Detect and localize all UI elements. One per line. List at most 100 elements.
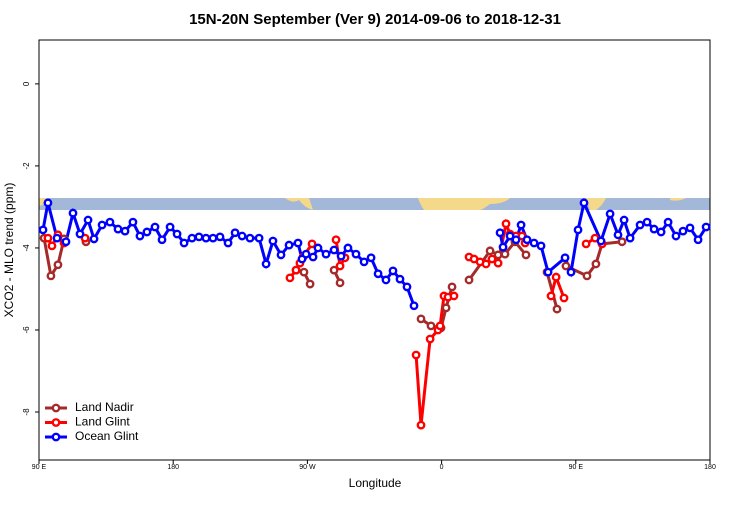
data-point [485, 246, 495, 256]
data-point [68, 208, 78, 218]
data-point [230, 228, 240, 238]
data-point [61, 237, 71, 247]
data-point [395, 274, 405, 284]
x-axis-label: Longitude [349, 476, 402, 490]
data-point [208, 233, 218, 243]
land [285, 198, 313, 210]
data-point [329, 265, 339, 275]
data-point [268, 236, 278, 246]
data-point [113, 224, 123, 234]
data-point [237, 231, 247, 241]
data-point [165, 222, 175, 232]
data-point [261, 259, 271, 269]
data-point [522, 235, 532, 245]
data-point [351, 249, 361, 259]
data-point [546, 291, 556, 301]
y-tick-label: -6 [22, 326, 31, 334]
data-point [335, 261, 345, 271]
data-point [276, 250, 286, 260]
data-point [373, 269, 383, 279]
data-point [617, 237, 627, 247]
data-point [336, 251, 346, 261]
data-point [128, 217, 138, 227]
data-point [435, 321, 445, 331]
data-point [359, 257, 369, 267]
data-point [201, 233, 211, 243]
data-point [215, 232, 225, 242]
plot-frame [38, 39, 711, 461]
data-point [559, 293, 569, 303]
data-point [245, 233, 255, 243]
land [670, 198, 686, 201]
data-point [409, 301, 419, 311]
data-point [425, 334, 435, 344]
data-point [516, 220, 526, 230]
map-strip [39, 198, 710, 210]
data-point [38, 225, 48, 235]
data-point [416, 314, 426, 324]
data-point [301, 249, 311, 259]
data-point [150, 222, 160, 232]
data-point [254, 233, 264, 243]
data-point [416, 420, 426, 430]
data-point [649, 224, 659, 234]
legend-marker [51, 403, 61, 413]
data-point [366, 253, 376, 263]
data-point [187, 233, 197, 243]
x-tick-label: 90 E [32, 464, 47, 471]
data-point [663, 217, 673, 227]
data-point [335, 278, 345, 288]
data-point [285, 273, 295, 283]
data-point [678, 226, 688, 236]
data-point [693, 235, 703, 245]
data-point [402, 282, 412, 292]
data-point [635, 220, 645, 230]
data-point [172, 229, 182, 239]
data-point [194, 232, 204, 242]
data-point [543, 267, 553, 277]
data-point [89, 234, 99, 244]
data-point [97, 220, 107, 230]
y-tick-label: -2 [22, 162, 31, 170]
data-point [625, 233, 635, 243]
data-point [343, 243, 353, 253]
data-point [501, 219, 511, 229]
data-point [293, 238, 303, 248]
data-point [449, 291, 459, 301]
data-point [619, 215, 629, 225]
data-point [521, 250, 531, 260]
data-point [529, 238, 539, 248]
data-point [505, 231, 515, 241]
data-point [701, 222, 711, 232]
data-point [447, 282, 457, 292]
data-point [605, 209, 615, 219]
data-point [581, 239, 591, 249]
data-point [157, 235, 167, 245]
data-point [551, 272, 561, 282]
data-point [511, 235, 521, 245]
y-tick-label: -8 [22, 408, 31, 416]
data-point [179, 238, 189, 248]
data-point [135, 231, 145, 241]
land [586, 198, 606, 210]
data-point [560, 253, 570, 263]
legend-marker [51, 432, 61, 442]
data-point [500, 249, 510, 259]
y-tick-label: 0 [22, 81, 31, 86]
data-point [642, 217, 652, 227]
legend-label: Land Glint [75, 415, 130, 429]
data-point [83, 215, 93, 225]
data-point [487, 254, 497, 264]
data-point [582, 271, 592, 281]
data-point [481, 259, 491, 269]
data-point [43, 198, 53, 208]
data-point [305, 279, 315, 289]
data-point [685, 223, 695, 233]
data-point [411, 350, 421, 360]
data-point [120, 226, 130, 236]
series-line [41, 198, 708, 307]
data-point [331, 235, 341, 245]
data-point [596, 236, 606, 246]
data-point [308, 252, 318, 262]
